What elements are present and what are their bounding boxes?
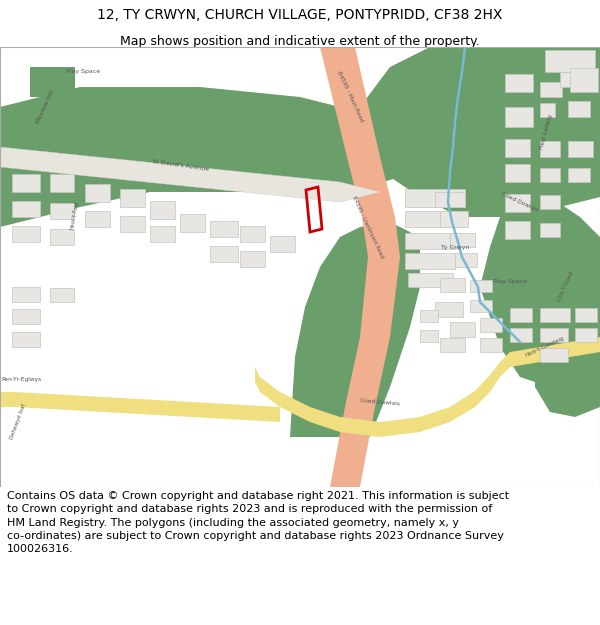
Bar (575, 328, 597, 342)
Bar (440, 278, 465, 292)
Text: Contains OS data © Crown copyright and database right 2021. This information is : Contains OS data © Crown copyright and d… (7, 491, 509, 554)
Text: Coed Dowlais: Coed Dowlais (501, 191, 539, 213)
Text: B4595 - Main Road: B4595 - Main Road (336, 71, 364, 123)
Bar (570, 68, 598, 92)
Bar (120, 216, 145, 232)
Text: Play Space: Play Space (493, 279, 527, 284)
Bar (12, 332, 40, 347)
Bar (510, 308, 532, 322)
Bar (85, 211, 110, 227)
Bar (270, 236, 295, 252)
Bar (505, 194, 530, 212)
Bar (12, 201, 40, 217)
Bar (540, 223, 560, 237)
Polygon shape (490, 272, 530, 292)
Polygon shape (535, 327, 600, 417)
Text: Dehewyd Isaf: Dehewyd Isaf (9, 404, 27, 441)
Bar (405, 253, 455, 269)
Bar (240, 251, 265, 267)
Text: St David's Avenue: St David's Avenue (151, 159, 209, 171)
Bar (50, 288, 74, 302)
Bar (540, 141, 560, 157)
Bar (210, 221, 238, 237)
Text: Clos Y Coed: Clos Y Coed (556, 271, 574, 302)
Text: Pen-Yr-Eglwys: Pen-Yr-Eglwys (2, 378, 42, 382)
Bar (450, 233, 475, 247)
Bar (12, 226, 40, 242)
Bar (420, 310, 438, 322)
Bar (150, 226, 175, 242)
Polygon shape (480, 197, 600, 387)
Bar (210, 246, 238, 262)
Bar (540, 82, 562, 97)
Bar (150, 201, 175, 219)
Bar (405, 233, 460, 249)
Bar (540, 328, 568, 342)
Bar (568, 168, 590, 182)
Bar (505, 74, 533, 92)
Bar (480, 338, 502, 352)
Bar (240, 226, 265, 242)
Text: Coed Dowlais: Coed Dowlais (360, 398, 400, 406)
Polygon shape (0, 87, 410, 227)
Bar (470, 280, 492, 292)
Bar (120, 189, 145, 207)
Bar (50, 229, 74, 245)
Bar (540, 348, 568, 362)
Bar (12, 287, 40, 302)
Text: Ty Crwyn: Ty Crwyn (441, 244, 469, 249)
Bar (405, 211, 465, 227)
Bar (568, 101, 590, 117)
Bar (420, 330, 438, 342)
Text: Heol-Y-Goedwig: Heol-Y-Goedwig (524, 336, 565, 358)
Bar (540, 168, 560, 182)
Bar (505, 164, 530, 182)
Bar (540, 308, 570, 322)
Bar (568, 141, 593, 157)
Bar (180, 214, 205, 232)
Bar (540, 195, 560, 209)
Bar (505, 107, 533, 127)
Polygon shape (340, 47, 600, 217)
Polygon shape (290, 222, 420, 437)
Text: Play Space: Play Space (66, 69, 100, 74)
Polygon shape (0, 392, 280, 422)
Bar (50, 174, 74, 192)
Polygon shape (320, 47, 400, 487)
Text: B4595 - Llantrisant Road: B4595 - Llantrisant Road (352, 195, 385, 259)
Text: Map shows position and indicative extent of the property.: Map shows position and indicative extent… (120, 35, 480, 48)
Bar (450, 322, 475, 337)
Polygon shape (255, 337, 600, 437)
Bar (470, 300, 492, 312)
Bar (435, 192, 465, 207)
Text: 12, TY CRWYN, CHURCH VILLAGE, PONTYPRIDD, CF38 2HX: 12, TY CRWYN, CHURCH VILLAGE, PONTYPRIDD… (97, 9, 503, 22)
Bar (505, 139, 530, 157)
Bar (440, 211, 468, 227)
Polygon shape (0, 147, 380, 202)
Bar (435, 302, 463, 317)
Text: Heol Lodwig: Heol Lodwig (539, 114, 553, 150)
Bar (560, 72, 590, 87)
Bar (575, 308, 597, 322)
Polygon shape (30, 67, 75, 97)
Bar (510, 328, 532, 342)
Bar (540, 103, 555, 117)
Bar (505, 221, 530, 239)
Bar (440, 338, 465, 352)
Bar (455, 253, 477, 267)
Bar (12, 309, 40, 324)
Bar (50, 203, 74, 219)
Bar (408, 273, 453, 287)
Bar (12, 174, 40, 192)
Text: Meadow Hill: Meadow Hill (35, 89, 55, 124)
Bar (480, 318, 502, 332)
Bar (405, 189, 465, 207)
Bar (85, 184, 110, 202)
Bar (545, 50, 595, 72)
Text: Heol-Y-Foel: Heol-Y-Foel (70, 200, 80, 230)
